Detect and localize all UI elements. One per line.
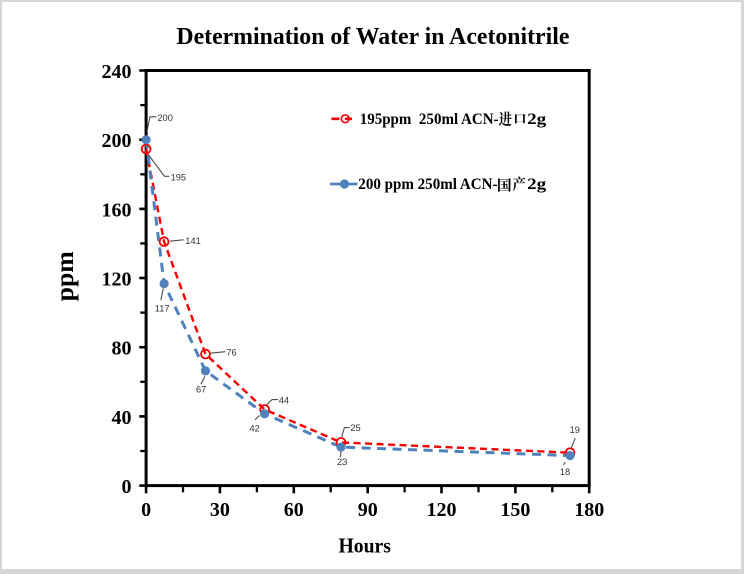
svg-text:67: 67 [196, 385, 206, 395]
svg-text:195: 195 [171, 172, 187, 182]
svg-text:19: 19 [570, 425, 580, 435]
svg-text:80: 80 [112, 338, 132, 360]
svg-text:0: 0 [122, 476, 132, 498]
svg-text:18: 18 [560, 467, 570, 477]
svg-text:180: 180 [574, 499, 604, 521]
svg-text:ppm: ppm [50, 251, 79, 302]
svg-text:200 ppm 250ml ACN-: 200 ppm 250ml ACN- [358, 176, 497, 193]
svg-text:195ppm 250ml ACN-: 195ppm 250ml ACN- [360, 111, 499, 128]
svg-text:120: 120 [102, 268, 132, 290]
svg-text:76: 76 [226, 348, 236, 358]
svg-text:200: 200 [102, 130, 132, 152]
svg-text:42: 42 [250, 424, 260, 434]
svg-text:200: 200 [157, 113, 173, 123]
svg-text:60: 60 [284, 499, 304, 521]
svg-text:141: 141 [185, 236, 201, 246]
svg-text:117: 117 [155, 303, 170, 313]
svg-text:23: 23 [337, 457, 347, 467]
svg-text:150: 150 [500, 499, 530, 521]
svg-text:160: 160 [102, 199, 132, 221]
svg-text:25: 25 [350, 423, 360, 433]
svg-text:40: 40 [112, 407, 132, 429]
svg-text:240: 240 [102, 61, 132, 83]
svg-text:2g: 2g [527, 111, 546, 128]
svg-text:30: 30 [210, 499, 230, 521]
svg-text:2g: 2g [527, 176, 546, 193]
svg-text:0: 0 [141, 499, 151, 521]
svg-text:Determination of Water in Acet: Determination of Water in Acetonitrile [176, 24, 569, 50]
svg-text:90: 90 [358, 499, 378, 521]
svg-text:44: 44 [279, 396, 289, 406]
svg-text:Hours: Hours [338, 533, 391, 557]
svg-text:120: 120 [427, 499, 457, 521]
